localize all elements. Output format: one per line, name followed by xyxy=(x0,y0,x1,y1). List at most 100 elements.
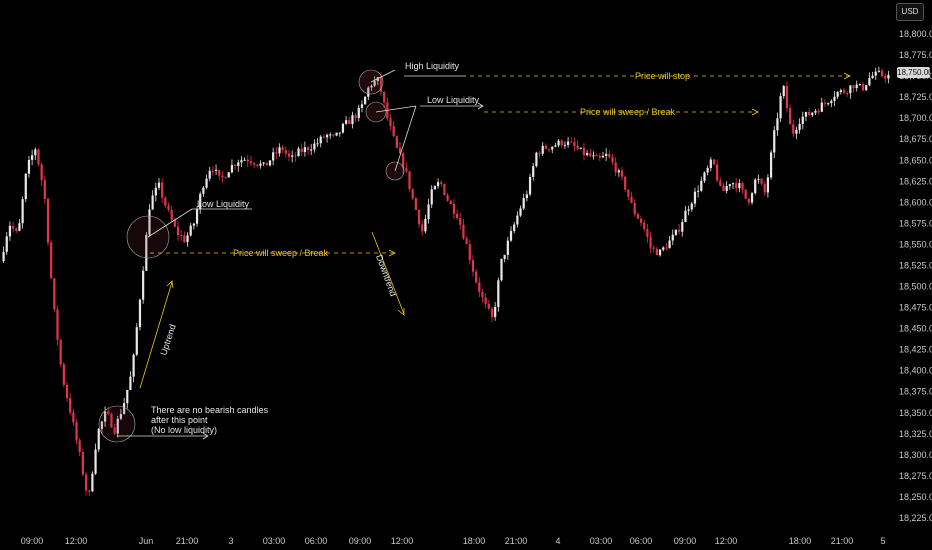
candle-body xyxy=(586,153,589,156)
x-tick-label: 09:00 xyxy=(349,536,372,546)
x-tick-label: 09:00 xyxy=(674,536,697,546)
candle-body xyxy=(322,136,326,138)
x-tick-label: 3 xyxy=(228,536,233,546)
candle-body xyxy=(509,231,513,241)
candle-body xyxy=(754,179,757,194)
candle-body xyxy=(497,280,500,308)
candle-body xyxy=(712,159,716,165)
candle-body xyxy=(547,148,551,150)
candle-body xyxy=(167,205,170,210)
high-liquidity-label: High Liquidity xyxy=(405,61,460,71)
candle-body xyxy=(284,150,287,154)
candle-body xyxy=(408,171,411,190)
candle-body xyxy=(344,120,348,124)
candle-body xyxy=(871,75,874,79)
candle-body xyxy=(551,146,554,150)
candle-body xyxy=(154,187,157,196)
candle-body xyxy=(91,473,94,492)
candle-body xyxy=(655,248,659,256)
y-tick-label: 18,800.00 xyxy=(899,29,932,39)
y-tick-label: 18,525.00 xyxy=(899,260,932,270)
candle-body xyxy=(186,235,189,243)
y-tick-label: 18,550.00 xyxy=(899,239,932,249)
candle-body xyxy=(21,199,24,224)
uptrend-label: Uptrend xyxy=(158,323,177,357)
candle-body xyxy=(589,153,592,157)
candle-body xyxy=(354,115,357,118)
candle-body xyxy=(573,141,576,147)
candle-body xyxy=(18,223,21,231)
candle-body xyxy=(78,440,81,452)
candle-body xyxy=(823,102,827,104)
candle-body xyxy=(287,153,291,157)
candle-body xyxy=(792,124,795,134)
candle-body xyxy=(760,178,763,184)
candle-body xyxy=(633,202,636,215)
y-tick-label: 18,475.00 xyxy=(899,303,932,313)
candle-body xyxy=(129,376,132,391)
candle-body xyxy=(240,160,243,163)
candle-body xyxy=(506,240,509,255)
candle-body xyxy=(842,90,846,93)
x-tick-label: 21:00 xyxy=(176,536,199,546)
candle-body xyxy=(34,149,37,156)
y-tick-label: 18,250.00 xyxy=(899,492,932,502)
candle-body xyxy=(379,77,383,92)
candle-body xyxy=(608,153,611,158)
candle-body xyxy=(690,203,693,210)
candle-body xyxy=(554,145,557,147)
candle-body xyxy=(700,180,703,191)
candle-body xyxy=(538,152,541,154)
candle-body xyxy=(808,112,811,116)
candle-body xyxy=(433,186,437,190)
y-tick-label: 18,275.00 xyxy=(899,471,932,481)
candle-body xyxy=(804,112,808,117)
downtrend-label: Downtrend xyxy=(374,253,398,297)
candle-body xyxy=(119,413,123,419)
candle-body xyxy=(364,96,367,105)
sweep-break-label-2: Price will sweep / Break xyxy=(580,107,676,117)
candle-body xyxy=(291,155,294,157)
candle-body xyxy=(519,208,522,216)
x-tick-label: 21:00 xyxy=(505,536,528,546)
candle-body xyxy=(65,384,69,399)
candle-body xyxy=(490,308,494,317)
candle-body xyxy=(84,474,88,491)
low-liquidity-leader-2a xyxy=(375,105,417,113)
candle-body xyxy=(779,96,782,119)
x-tick-label: 06:00 xyxy=(305,536,328,546)
candle-body xyxy=(164,197,167,206)
candle-body xyxy=(639,218,643,223)
candle-body xyxy=(541,145,544,154)
candle-body xyxy=(652,247,655,249)
candle-body xyxy=(709,159,712,169)
candle-body xyxy=(627,189,630,197)
x-tick-label: 18:00 xyxy=(463,536,486,546)
candle-body xyxy=(253,163,256,165)
candle-body xyxy=(40,164,43,181)
candle-body xyxy=(757,178,760,180)
candle-body xyxy=(440,182,443,184)
candle-body xyxy=(414,198,417,210)
candle-body xyxy=(785,86,789,109)
candle-body xyxy=(180,235,183,237)
candle-body xyxy=(478,282,481,292)
candle-body xyxy=(183,235,186,243)
y-axis: 18,800.00 18,775.00 18,750.00 18,725.00 18,7… xyxy=(899,29,932,523)
currency-button[interactable]: USD xyxy=(896,3,924,21)
last-price-badge: 18,750.00 xyxy=(897,67,932,78)
candle-body xyxy=(275,152,278,154)
x-tick-label: 03:00 xyxy=(263,536,286,546)
candle-body xyxy=(126,390,129,404)
x-tick-label: 21:00 xyxy=(831,536,854,546)
candle-body xyxy=(256,164,259,166)
candle-body xyxy=(617,170,620,173)
candle-body xyxy=(592,155,595,157)
candle-body xyxy=(233,164,237,166)
low-liquidity-leader-2b xyxy=(394,105,417,172)
candle-body xyxy=(424,219,427,232)
candle-body xyxy=(877,70,881,72)
candle-body xyxy=(224,177,227,179)
candle-body xyxy=(817,110,820,112)
